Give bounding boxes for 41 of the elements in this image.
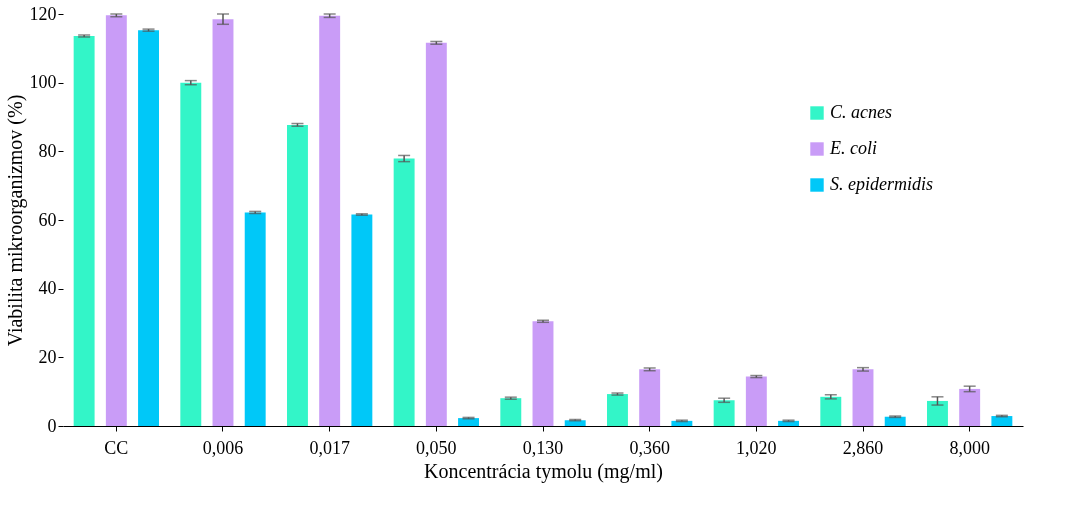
- y-tick-label: 60: [38, 209, 57, 230]
- bar: [287, 124, 308, 426]
- x-tick-label: 0,050: [416, 437, 457, 458]
- bar: [500, 398, 522, 426]
- y-tick-label: 80: [38, 140, 57, 161]
- x-tick-label: 0,360: [629, 437, 670, 458]
- x-tick-label: 2,860: [842, 437, 884, 458]
- bar: [991, 416, 1013, 426]
- bar: [778, 420, 799, 426]
- x-tick-label: 0,017: [309, 437, 350, 458]
- bar: [607, 394, 628, 426]
- x-axis-title: Koncentrácia tymolu (mg/ml): [424, 459, 663, 483]
- bar: [105, 15, 127, 426]
- x-tick-label: 0,006: [202, 437, 244, 458]
- bar: [532, 321, 554, 426]
- bar: [212, 19, 234, 426]
- y-tick-label: 100: [29, 72, 57, 93]
- y-tick-label: 0: [47, 415, 57, 436]
- bar: [73, 35, 95, 426]
- bar: [884, 416, 906, 426]
- legend-label: E. coli: [829, 138, 877, 158]
- bar: [639, 369, 661, 426]
- y-tick-label: 20: [38, 346, 57, 367]
- bar: [319, 15, 341, 426]
- x-tick-label: 0,130: [522, 437, 564, 458]
- x-tick-label: 8,000: [949, 437, 990, 458]
- bar: [820, 396, 842, 426]
- bar: [425, 42, 447, 426]
- bar: [671, 420, 693, 426]
- y-tick-label: 120: [29, 3, 57, 24]
- bar: [138, 30, 159, 426]
- y-tick-label: 40: [38, 278, 57, 299]
- legend-label: C. acnes: [830, 102, 892, 122]
- legend-label: S. epidermidis: [830, 174, 933, 194]
- y-axis-title: Viabilita mikroorganizmov (%): [3, 94, 27, 347]
- x-tick-label: CC: [104, 437, 129, 458]
- bar: [244, 212, 266, 426]
- x-tick-label: 1,020: [736, 437, 777, 458]
- bar: [351, 214, 373, 426]
- bar: [745, 376, 767, 426]
- bar: [852, 369, 874, 426]
